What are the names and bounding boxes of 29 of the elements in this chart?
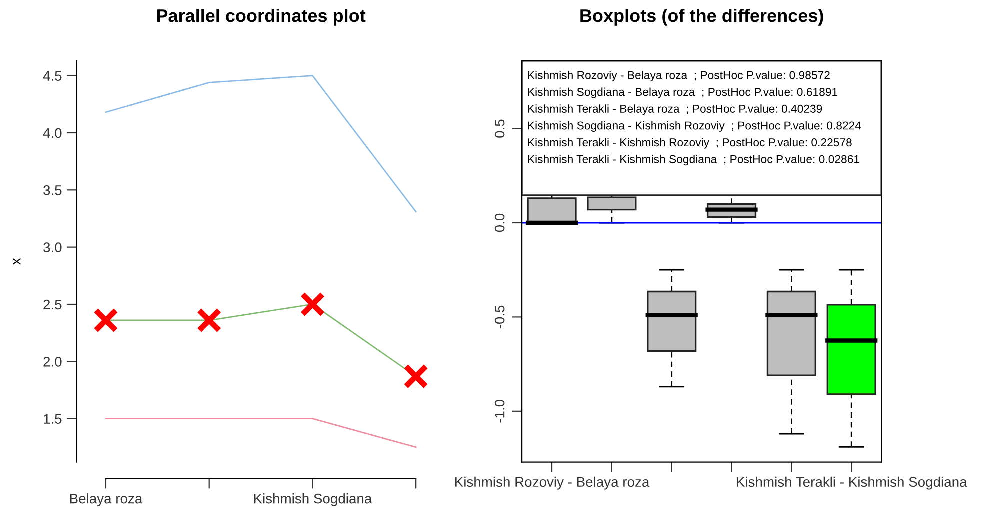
- y-tick-label: 2.5: [44, 300, 62, 310]
- y-tick-label: 3.0: [44, 242, 62, 252]
- point: [94, 308, 119, 334]
- x-tick-label: Belaya roza: [70, 494, 143, 506]
- y-tick-label: 1.5: [44, 414, 62, 424]
- line-series: [105, 75, 417, 213]
- chart-title: Parallel coordinates plot: [157, 8, 366, 26]
- y-tick-label: -1.0: [494, 400, 505, 423]
- y-tick-label: 3.5: [44, 185, 62, 196]
- annotation: Kishmish Terakli - Kishmish Rozoviy ; PostHoc P.value: 0.22578: [528, 138, 852, 149]
- annotation: Kishmish Rozoviy - Belaya roza ; PostHoc P.value: 0.98572: [528, 70, 830, 82]
- x-tick-label: Kishmish Rozoviy - Belaya roza: [456, 476, 650, 490]
- chart-title: Boxplots (of the differences): [580, 8, 824, 26]
- annotation: Kishmish Sogdiana - Kishmish Rozoviy ; PostHoc P.value: 0.8224: [528, 121, 862, 132]
- y-tick-label: 4.0: [43, 128, 62, 138]
- annotation: Kishmish Sogdiana - Belaya roza ; PostHoc P.value: 0.61891: [528, 88, 838, 98]
- y-tick-label: 0.5: [494, 120, 505, 138]
- y-axis-title: x: [13, 258, 21, 265]
- y-tick-label: 2.0: [44, 357, 62, 367]
- point: [403, 364, 428, 390]
- annotation: Kishmish Terakli - Kishmish Sogdiana ; PostHoc P.value: 0.02861: [528, 155, 860, 166]
- point: [196, 308, 222, 334]
- y-tick-label: 0.0: [494, 214, 505, 232]
- x-tick-label: Kishmish Sogdiana: [254, 494, 372, 506]
- x-tick-label: Kishmish Terakli - Kishmish Sogdiana: [737, 476, 968, 490]
- y-tick-label: 4.5: [43, 71, 62, 81]
- y-tick-label: -0.5: [494, 306, 505, 329]
- point: [300, 292, 326, 318]
- annotation: Kishmish Terakli - Belaya roza ; PostHoc P.value: 0.40239: [528, 104, 822, 116]
